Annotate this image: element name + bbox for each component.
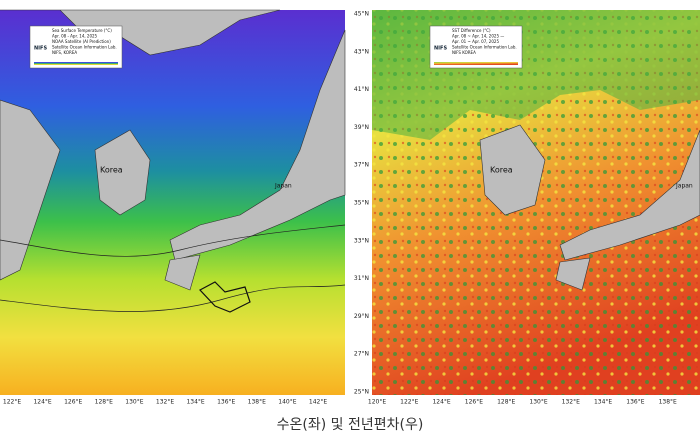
legend-line: SST Difference (°C) (452, 28, 491, 33)
lat-tick-label: 33°N (354, 237, 369, 244)
legend-line: Apr. 01 ~ Apr. 07, 2025 (452, 39, 499, 44)
lon-tick-label: 132°E (156, 399, 174, 406)
lat-tick-label: 29°N (354, 313, 369, 320)
lon-tick-label: 138°E (659, 399, 677, 406)
caption: 수온(좌) 및 전년편차(우) (277, 417, 424, 433)
legend-line: NOAA Satellite (AI Prediction) (52, 39, 111, 44)
lat-tick-label: 35°N (354, 200, 369, 207)
lon-tick-label: 134°E (186, 399, 204, 406)
lon-tick-label: 124°E (432, 399, 450, 406)
lat-tick-label: 27°N (354, 351, 369, 358)
lon-tick-label: 132°E (562, 399, 580, 406)
lon-tick-label: 122°E (3, 399, 21, 406)
lon-tick-label: 120°E (368, 399, 386, 406)
legend-line: Satellite Ocean Information Lab. (52, 45, 117, 50)
legend-line: NIFS, KOREA (52, 50, 77, 55)
lon-tick-label: 126°E (64, 399, 82, 406)
lat-tick-label: 25°N (354, 389, 369, 396)
legend-line: Sea Surface Temperature (°C) (52, 28, 112, 33)
lat-tick-label: 43°N (354, 48, 369, 55)
left-map (0, 9, 346, 395)
lon-tick-label: 130°E (125, 399, 143, 406)
lon-tick-label: 136°E (626, 399, 644, 406)
legend-line: NIFS KOREA (452, 50, 476, 55)
legend-logo: NIFS (434, 46, 447, 52)
place-label: Japan (274, 183, 292, 190)
lon-tick-label: 124°E (33, 399, 51, 406)
lon-tick-label: 136°E (217, 399, 235, 406)
lon-tick-label: 126°E (465, 399, 483, 406)
legend-logo: NIFS (34, 46, 47, 52)
legend-line: Satellite Ocean Information Lab. (452, 45, 517, 50)
lat-tick-label: 31°N (354, 275, 369, 282)
lat-tick-label: 45°N (354, 11, 369, 18)
place-label: Korea (490, 166, 513, 175)
legend-line: Apr. 08 - Apr. 14, 2025 (52, 34, 98, 39)
lon-tick-label: 140°E (278, 399, 296, 406)
lon-tick-label: 128°E (497, 399, 515, 406)
lat-tick-label: 37°N (354, 162, 369, 169)
lon-tick-label: 138°E (248, 399, 266, 406)
legend-line: Apr. 08 ~ Apr. 14, 2025 — (452, 34, 504, 39)
right-map (372, 10, 700, 395)
lat-tick-label: 39°N (354, 124, 369, 131)
lat-tick-label: 41°N (354, 86, 369, 93)
lon-tick-label: 128°E (95, 399, 113, 406)
lon-tick-label: 122°E (400, 399, 418, 406)
place-label: Japan (675, 183, 693, 190)
lon-tick-label: 142°E (309, 399, 327, 406)
lon-tick-label: 130°E (529, 399, 547, 406)
lon-tick-label: 134°E (594, 399, 612, 406)
place-label: Korea (100, 166, 123, 175)
